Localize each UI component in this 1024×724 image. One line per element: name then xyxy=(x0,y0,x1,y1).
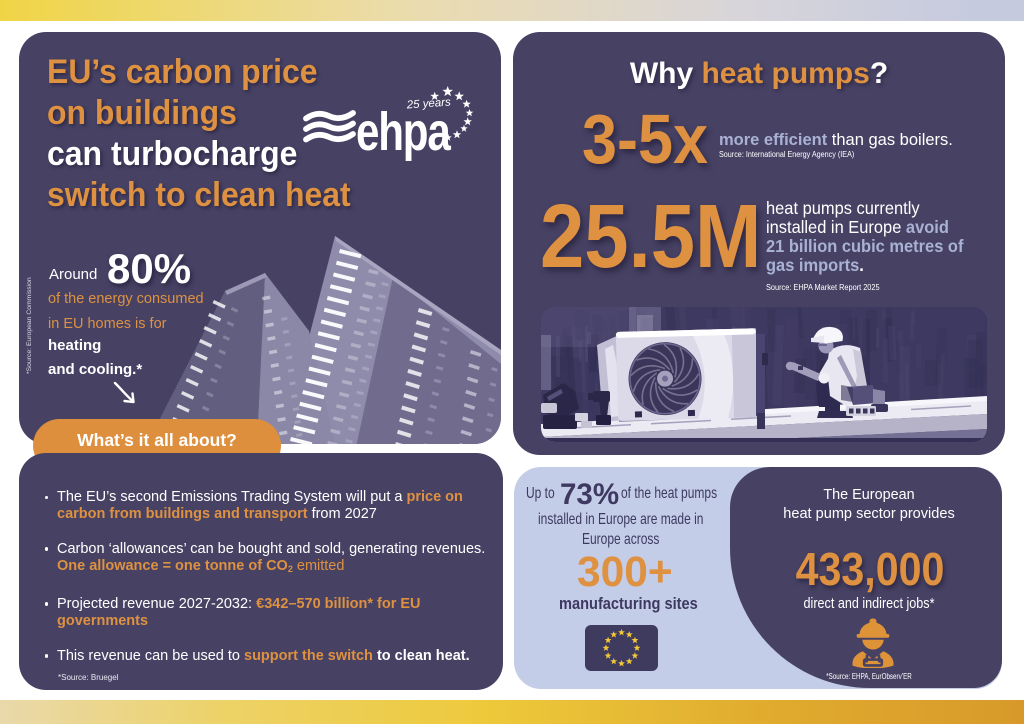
svg-text:25 years: 25 years xyxy=(405,96,451,111)
svg-text:ehpa: ehpa xyxy=(356,102,452,162)
